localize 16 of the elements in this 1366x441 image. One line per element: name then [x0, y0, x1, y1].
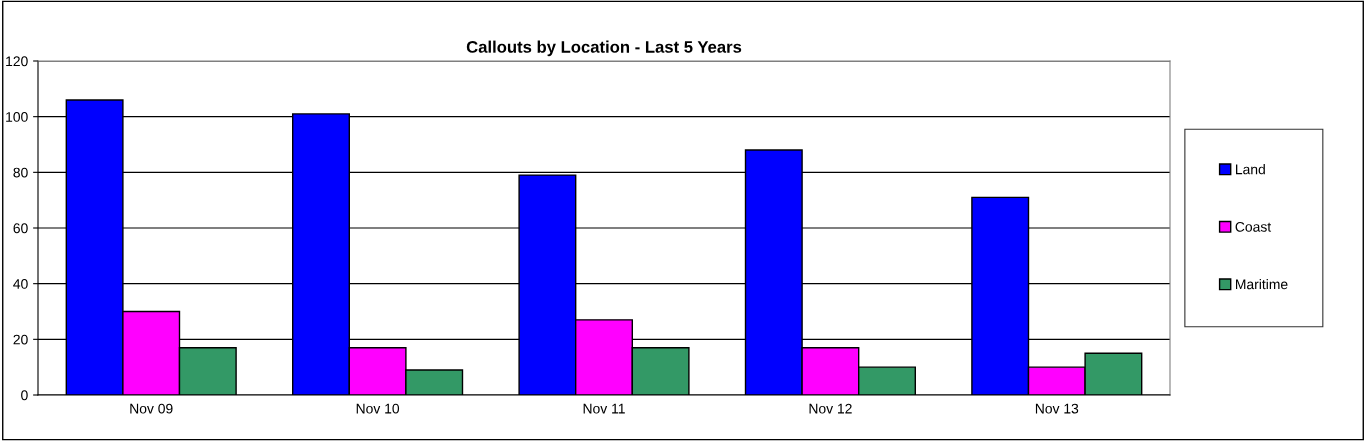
- x-tick-label: Nov 11: [583, 403, 625, 414]
- x-tick-label: Nov 09: [130, 403, 173, 414]
- chart-title: Callouts by Location - Last 5 Years: [466, 40, 742, 57]
- y-tick-label: 120: [6, 56, 28, 67]
- legend-label: Land: [1236, 164, 1265, 175]
- x-tick-label: Nov 13: [1035, 403, 1079, 414]
- legend-label: Maritime: [1236, 279, 1288, 290]
- legend-label: Coast: [1235, 221, 1272, 232]
- y-tick-label: 100: [6, 112, 28, 122]
- y-tick-label: 0: [21, 390, 28, 401]
- y-tick-label: 40: [13, 279, 28, 289]
- x-tick-label: Nov 10: [356, 403, 400, 414]
- y-tick-label: 80: [13, 167, 28, 178]
- x-tick-label: Nov 12: [809, 403, 852, 414]
- y-tick-label: 20: [13, 334, 28, 345]
- y-tick-label: 60: [13, 223, 28, 234]
